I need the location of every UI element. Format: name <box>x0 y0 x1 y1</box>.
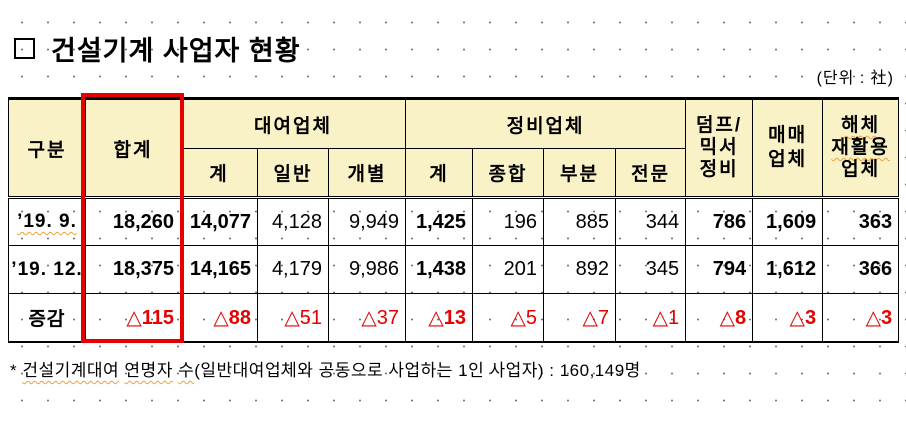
subheader-maint-comprehensive: 종합 <box>472 148 545 199</box>
footnote-word-1: 건설기계대여 <box>22 361 120 380</box>
cell-rental-general: △51 <box>257 293 329 342</box>
cell-trading: 1,609 <box>752 197 824 246</box>
header-total: 합계 <box>85 98 181 199</box>
footnote: * 건설기계대여 연명자 수(일반대여업체와 공동으로 사업하는 1인 사업자)… <box>10 357 902 385</box>
square-bullet-icon <box>14 38 35 59</box>
table-row-2019-12: ’19. 12. 18,375 14,165 4,179 9,986 1,438… <box>8 245 900 294</box>
row-label-2019-09: ’19. 9. <box>8 197 86 246</box>
cell-maint-comprehensive: 196 <box>472 197 545 246</box>
cell-maint-specialized: 344 <box>615 197 687 246</box>
cell-maint-specialized: △1 <box>615 293 687 342</box>
cell-rental-total: 14,077 <box>180 197 258 246</box>
cell-total: 18,260 <box>85 197 181 246</box>
cell-total: 18,375 <box>85 245 181 294</box>
header-trading-line2: 업체 <box>768 149 808 170</box>
cell-maint-specialized: 345 <box>615 245 687 294</box>
header-dismantle-line1: 해체 <box>841 115 881 136</box>
table-row-2019-09: ’19. 9. 18,260 14,077 4,128 9,949 1,425 … <box>8 197 900 246</box>
subheader-maint-total: 계 <box>405 148 474 199</box>
cell-trading: 1,612 <box>752 245 824 294</box>
cell-dump-mixer: △8 <box>685 293 754 342</box>
cell-maint-total: 1,438 <box>405 245 474 294</box>
cell-maint-total: 1,425 <box>405 197 474 246</box>
cell-rental-total: 14,165 <box>180 245 258 294</box>
cell-dismantle: △3 <box>822 293 900 342</box>
table-row-delta: 증감 △115 △88 △51 △37 △13 △5 △7 △1 △8 △3 △… <box>8 293 900 342</box>
subheader-rental-individual: 개별 <box>327 148 407 199</box>
cell-dismantle: 363 <box>822 197 900 246</box>
header-dismantle-line3: 업체 <box>841 159 881 180</box>
group-header-rental: 대여업체 <box>179 98 407 149</box>
cell-maint-total: △13 <box>405 293 474 342</box>
subheader-maint-partial: 부분 <box>543 148 617 199</box>
header-trading-line1: 매매 <box>768 125 808 146</box>
row-label-2019-12: ’19. 12. <box>8 245 86 294</box>
unit-note: (단위 : 社) <box>816 70 894 87</box>
footnote-word-3: 수 <box>178 361 195 380</box>
header-dump-mixer: 덤프/ 믹서 정비 <box>685 98 754 199</box>
cell-rental-individual: △37 <box>327 293 407 342</box>
row-label-delta: 증감 <box>8 293 86 342</box>
group-header-maintenance: 정비업체 <box>405 98 687 149</box>
cell-dump-mixer: 786 <box>685 197 754 246</box>
subheader-rental-total: 계 <box>180 148 258 199</box>
cell-total: △115 <box>85 293 181 342</box>
cell-maint-comprehensive: 201 <box>472 245 545 294</box>
cell-rental-general: 4,128 <box>257 197 329 246</box>
header-category: 구분 <box>8 98 86 199</box>
cell-trading: △3 <box>752 293 824 342</box>
header-dismantle-recycle: 해체 재활용 업체 <box>822 98 900 199</box>
header-dump-mixer-line3: 정비 <box>699 159 739 180</box>
footnote-word-2: 연명자 <box>124 361 173 380</box>
cell-maint-partial: 892 <box>543 245 617 294</box>
cell-dismantle: 366 <box>822 245 900 294</box>
cell-rental-individual: 9,949 <box>327 197 407 246</box>
cell-maint-partial: 885 <box>543 197 617 246</box>
cell-maint-comprehensive: △5 <box>472 293 545 342</box>
page-title: 건설기계 사업자 현황 <box>14 29 301 68</box>
subheader-maint-specialized: 전문 <box>615 148 687 199</box>
subheader-rental-general: 일반 <box>257 148 329 199</box>
page-title-text: 건설기계 사업자 현황 <box>51 36 301 66</box>
footnote-rest: (일반대여업체와 공동으로 사업하는 1인 사업자) : 160,149명 <box>194 361 641 380</box>
row-label-2019-09-text: ’19. 9. <box>17 211 77 232</box>
header-dump-mixer-line1: 덤프/ <box>695 115 743 136</box>
equipment-operator-table: 구분 합계 대여업체 정비업체 덤프/ 믹서 정비 매매 업체 해체 재활용 업… <box>8 97 900 343</box>
header-dismantle-line2: 재활용 <box>831 137 890 158</box>
cell-rental-general: 4,179 <box>257 245 329 294</box>
cell-rental-individual: 9,986 <box>327 245 407 294</box>
cell-rental-total: △88 <box>180 293 258 342</box>
cell-maint-partial: △7 <box>543 293 617 342</box>
footnote-asterisk: * <box>10 361 23 380</box>
header-dump-mixer-line2: 믹서 <box>699 137 739 158</box>
cell-dump-mixer: 794 <box>685 245 754 294</box>
header-trading: 매매 업체 <box>752 98 824 199</box>
